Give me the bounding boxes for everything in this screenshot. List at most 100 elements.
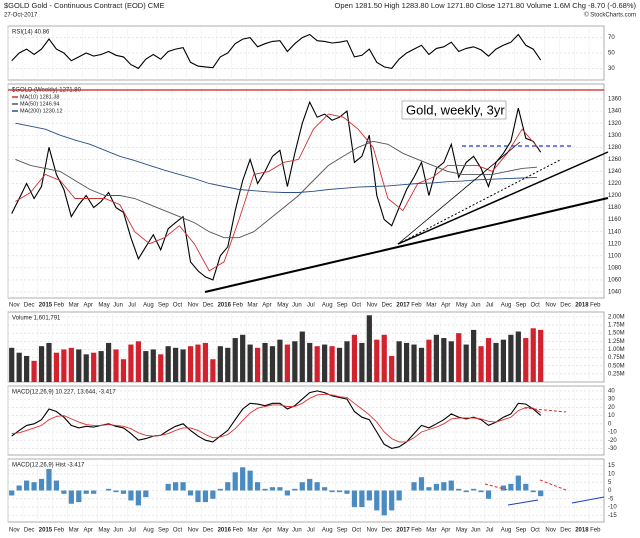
- bar: [53, 352, 60, 382]
- x-tick-label: May: [456, 303, 467, 309]
- bar: [538, 329, 544, 382]
- bar: [232, 338, 238, 382]
- bar: [433, 483, 439, 491]
- x-tick-label: Jul: [486, 528, 494, 534]
- x-tick-label: Jun: [292, 528, 302, 534]
- bar: [262, 488, 268, 491]
- y-tick-label: 1060: [608, 277, 622, 283]
- x-tick-label: Mar: [69, 303, 79, 309]
- bar: [16, 485, 22, 491]
- bar: [225, 482, 231, 491]
- bar: [158, 354, 164, 382]
- x-tick-label: Jun: [471, 528, 481, 534]
- panel-title: Volume 1,601,791: [12, 316, 61, 322]
- x-tick-label: Feb: [54, 528, 65, 534]
- x-tick-label: Dec: [24, 528, 35, 534]
- bar: [284, 490, 290, 496]
- x-tick-label: 2015: [39, 303, 53, 309]
- y-tick-label: -30: [608, 446, 617, 452]
- bar: [83, 490, 89, 494]
- y-tick-label: 1040: [608, 290, 622, 296]
- x-tick-label: May: [98, 303, 109, 309]
- x-tick-label: Jul: [307, 303, 315, 309]
- bar: [202, 490, 209, 503]
- bar: [292, 488, 298, 491]
- y-tick-label: 20: [608, 405, 615, 411]
- bar: [329, 490, 335, 493]
- bar: [471, 488, 477, 491]
- bar: [61, 490, 67, 494]
- bar: [478, 490, 484, 493]
- bar: [61, 349, 67, 382]
- bar: [269, 487, 276, 491]
- divergence-line: [484, 483, 509, 491]
- bar: [187, 490, 194, 496]
- trend-line: [397, 141, 521, 245]
- x-tick-label: 2017: [396, 528, 410, 534]
- x-tick-label: Jul: [128, 528, 136, 534]
- bar: [359, 342, 365, 382]
- bar: [38, 346, 45, 382]
- bar: [426, 487, 432, 491]
- bar: [448, 480, 454, 491]
- bar: [83, 354, 89, 382]
- y-tick-label: 1320: [608, 121, 622, 127]
- x-tick-label: May: [98, 528, 109, 534]
- x-tick-label: Oct: [531, 528, 541, 534]
- bar: [411, 482, 417, 491]
- legend-label: MA(10) 1281.38: [20, 94, 59, 100]
- x-tick-label: Aug: [143, 303, 154, 309]
- x-tick-label: Aug: [143, 528, 154, 534]
- bar: [299, 482, 305, 491]
- y-tick-label: 5: [608, 480, 612, 486]
- bar: [403, 342, 410, 382]
- x-tick-label: Dec: [203, 528, 214, 534]
- x-tick-label: 2017: [396, 303, 410, 309]
- bar: [150, 349, 156, 382]
- bar: [515, 331, 521, 382]
- bar: [202, 342, 209, 382]
- bar: [165, 346, 171, 382]
- x-tick-label: 2016: [218, 528, 232, 534]
- bar: [418, 347, 425, 382]
- bar: [217, 488, 223, 491]
- x-tick-label: May: [277, 303, 288, 309]
- x-tick-label: Feb: [411, 528, 422, 534]
- x-tick-label: Jun: [292, 303, 302, 309]
- bar: [232, 472, 238, 491]
- x-tick-label: 2018: [575, 528, 589, 534]
- bar: [173, 347, 179, 382]
- bar: [105, 342, 112, 382]
- y-tick-label: 1.75M: [608, 323, 625, 329]
- y-tick-label: 1.25M: [608, 339, 625, 345]
- bar: [463, 344, 469, 382]
- bar: [76, 349, 82, 382]
- y-tick-label: 1120: [608, 241, 622, 247]
- bar: [351, 490, 358, 508]
- bar: [292, 341, 298, 382]
- bar: [441, 338, 447, 382]
- bar: [120, 359, 127, 382]
- bar: [9, 490, 15, 496]
- x-tick-label: Dec: [560, 303, 571, 309]
- y-tick-label: 40: [608, 389, 615, 395]
- x-tick-label: Sep: [158, 303, 169, 309]
- x-tick-label: Mar: [426, 303, 436, 309]
- bar: [471, 329, 477, 382]
- x-tick-label: Oct: [173, 528, 183, 534]
- y-tick-label: 15: [608, 463, 615, 469]
- y-tick-label: 10: [608, 471, 615, 477]
- bar: [225, 347, 231, 382]
- y-tick-label: 0.75M: [608, 355, 625, 361]
- bar: [128, 344, 134, 382]
- x-tick-label: Aug: [501, 528, 512, 534]
- bar: [217, 346, 223, 382]
- bar: [351, 334, 358, 382]
- x-tick-label: Dec: [382, 528, 393, 534]
- x-tick-label: Feb: [54, 303, 65, 309]
- bar: [262, 342, 268, 382]
- y-tick-label: 1140: [608, 229, 622, 235]
- trend-line: [204, 197, 609, 293]
- x-tick-label: Dec: [203, 303, 214, 309]
- y-tick-label: 30: [608, 66, 615, 72]
